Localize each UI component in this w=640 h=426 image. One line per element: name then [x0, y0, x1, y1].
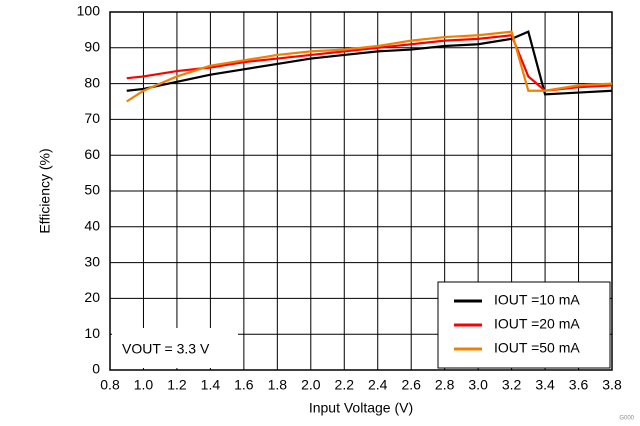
- annotation-box: [112, 328, 238, 368]
- y-tick-label: 20: [84, 289, 100, 305]
- x-tick-label: 2.4: [368, 377, 388, 393]
- x-tick-label: 1.2: [167, 377, 187, 393]
- x-tick-label: 1.4: [201, 377, 221, 393]
- x-tick-label: 2.2: [335, 377, 355, 393]
- y-tick-label: 10: [84, 325, 100, 341]
- y-axis-title: Efficiency (%): [37, 148, 53, 233]
- series-line: [126, 34, 613, 92]
- y-tick-label: 70: [84, 110, 100, 126]
- x-tick-label: 2.6: [401, 377, 421, 393]
- y-tick-label: 90: [84, 39, 100, 55]
- y-tick-label: 50: [84, 182, 100, 198]
- y-tick-label: 30: [84, 253, 100, 269]
- plot-frame: [109, 11, 613, 371]
- legend-label: IOUT =10 mA: [494, 292, 580, 308]
- legend-label: IOUT =20 mA: [494, 316, 580, 332]
- y-tick-label: 40: [84, 218, 100, 234]
- y-tick-label: 100: [77, 3, 101, 19]
- x-axis-title: Input Voltage (V): [309, 400, 413, 416]
- x-tick-label: 0.8: [100, 377, 120, 393]
- corner-note: G000: [619, 416, 634, 422]
- x-tick-label: 2.8: [435, 377, 455, 393]
- x-tick-label: 1.6: [234, 377, 254, 393]
- x-tick-label: 3.4: [535, 377, 555, 393]
- series-line: [126, 30, 613, 103]
- annotation: VOUT = 3.3 V: [122, 341, 210, 357]
- x-tick-label: 3.8: [602, 377, 622, 393]
- x-tick-label: 1.0: [134, 377, 154, 393]
- x-tick-label: 1.8: [268, 377, 288, 393]
- x-tick-label: 3.2: [502, 377, 522, 393]
- legend-label: IOUT =50 mA: [494, 340, 580, 356]
- plot-lines: [126, 30, 613, 103]
- y-tick-label: 80: [84, 74, 100, 90]
- y-tick-label: 60: [84, 146, 100, 162]
- x-tick-label: 3.0: [468, 377, 488, 393]
- y-tick-label: 0: [92, 361, 100, 377]
- x-tick-label: 3.6: [569, 377, 589, 393]
- overlay: VOUT = 3.3 V IOUT =10 mA IOUT =20 mA IOUT =…: [112, 281, 611, 369]
- series-line: [126, 30, 613, 96]
- x-tick-label: 2.0: [301, 377, 321, 393]
